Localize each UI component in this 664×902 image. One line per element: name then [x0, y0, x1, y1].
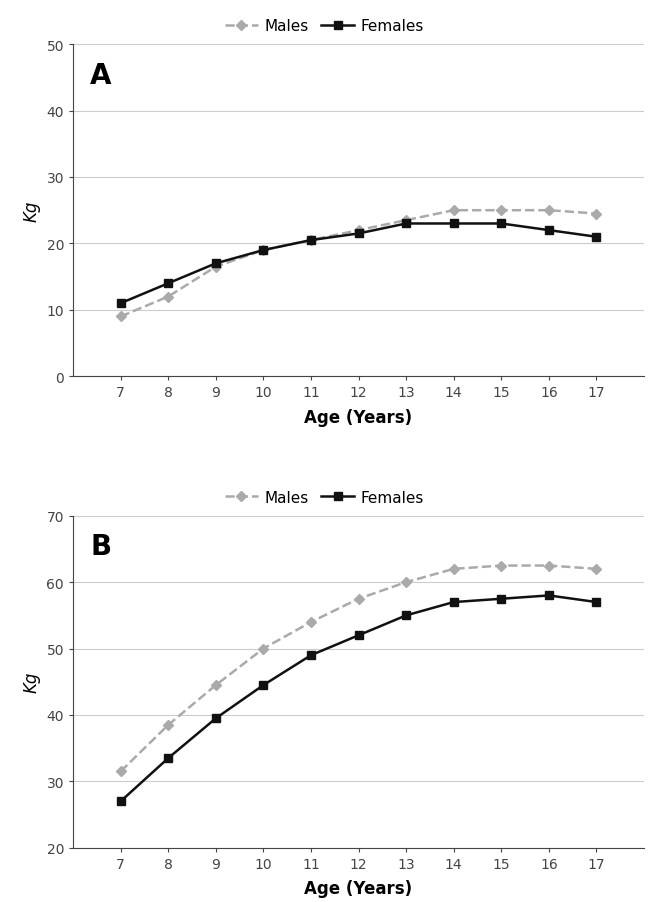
Males	[355, 594, 363, 604]
X-axis label: Age (Years): Age (Years)	[305, 879, 412, 897]
Males	[260, 643, 268, 654]
Females	[592, 232, 600, 243]
Females	[450, 597, 457, 608]
Legend: Males, Females: Males, Females	[224, 490, 424, 505]
Females	[592, 597, 600, 608]
Females	[545, 226, 553, 236]
Males	[164, 720, 172, 731]
Females	[212, 713, 220, 724]
Y-axis label: Kg: Kg	[23, 200, 41, 222]
Males	[164, 292, 172, 303]
Females	[355, 229, 363, 240]
Males	[497, 206, 505, 216]
Females	[497, 219, 505, 230]
Y-axis label: Kg: Kg	[23, 671, 41, 693]
Females	[545, 590, 553, 601]
Males	[450, 564, 457, 575]
Males	[117, 312, 125, 323]
Text: A: A	[90, 61, 112, 89]
Males	[260, 245, 268, 256]
Males	[402, 577, 410, 588]
Males	[545, 560, 553, 571]
Males	[545, 206, 553, 216]
Males	[307, 235, 315, 246]
Females	[450, 219, 457, 230]
Males	[497, 560, 505, 571]
Line: Males: Males	[117, 562, 600, 776]
Females	[212, 259, 220, 270]
Males	[212, 680, 220, 691]
Males	[117, 766, 125, 777]
Females	[164, 279, 172, 290]
Males	[212, 262, 220, 272]
Females	[355, 630, 363, 641]
Females	[164, 753, 172, 764]
Legend: Males, Females: Males, Females	[224, 19, 424, 34]
Females	[497, 594, 505, 604]
Females	[402, 611, 410, 621]
Males	[307, 617, 315, 628]
Females	[260, 245, 268, 256]
X-axis label: Age (Years): Age (Years)	[305, 408, 412, 426]
Line: Females: Females	[117, 220, 600, 308]
Females	[260, 680, 268, 691]
Males	[592, 209, 600, 220]
Females	[402, 219, 410, 230]
Females	[117, 299, 125, 309]
Females	[307, 650, 315, 661]
Females	[307, 235, 315, 246]
Females	[117, 796, 125, 807]
Males	[450, 206, 457, 216]
Males	[402, 216, 410, 226]
Line: Females: Females	[117, 592, 600, 805]
Line: Males: Males	[117, 207, 600, 321]
Text: B: B	[90, 533, 112, 561]
Males	[592, 564, 600, 575]
Males	[355, 226, 363, 236]
